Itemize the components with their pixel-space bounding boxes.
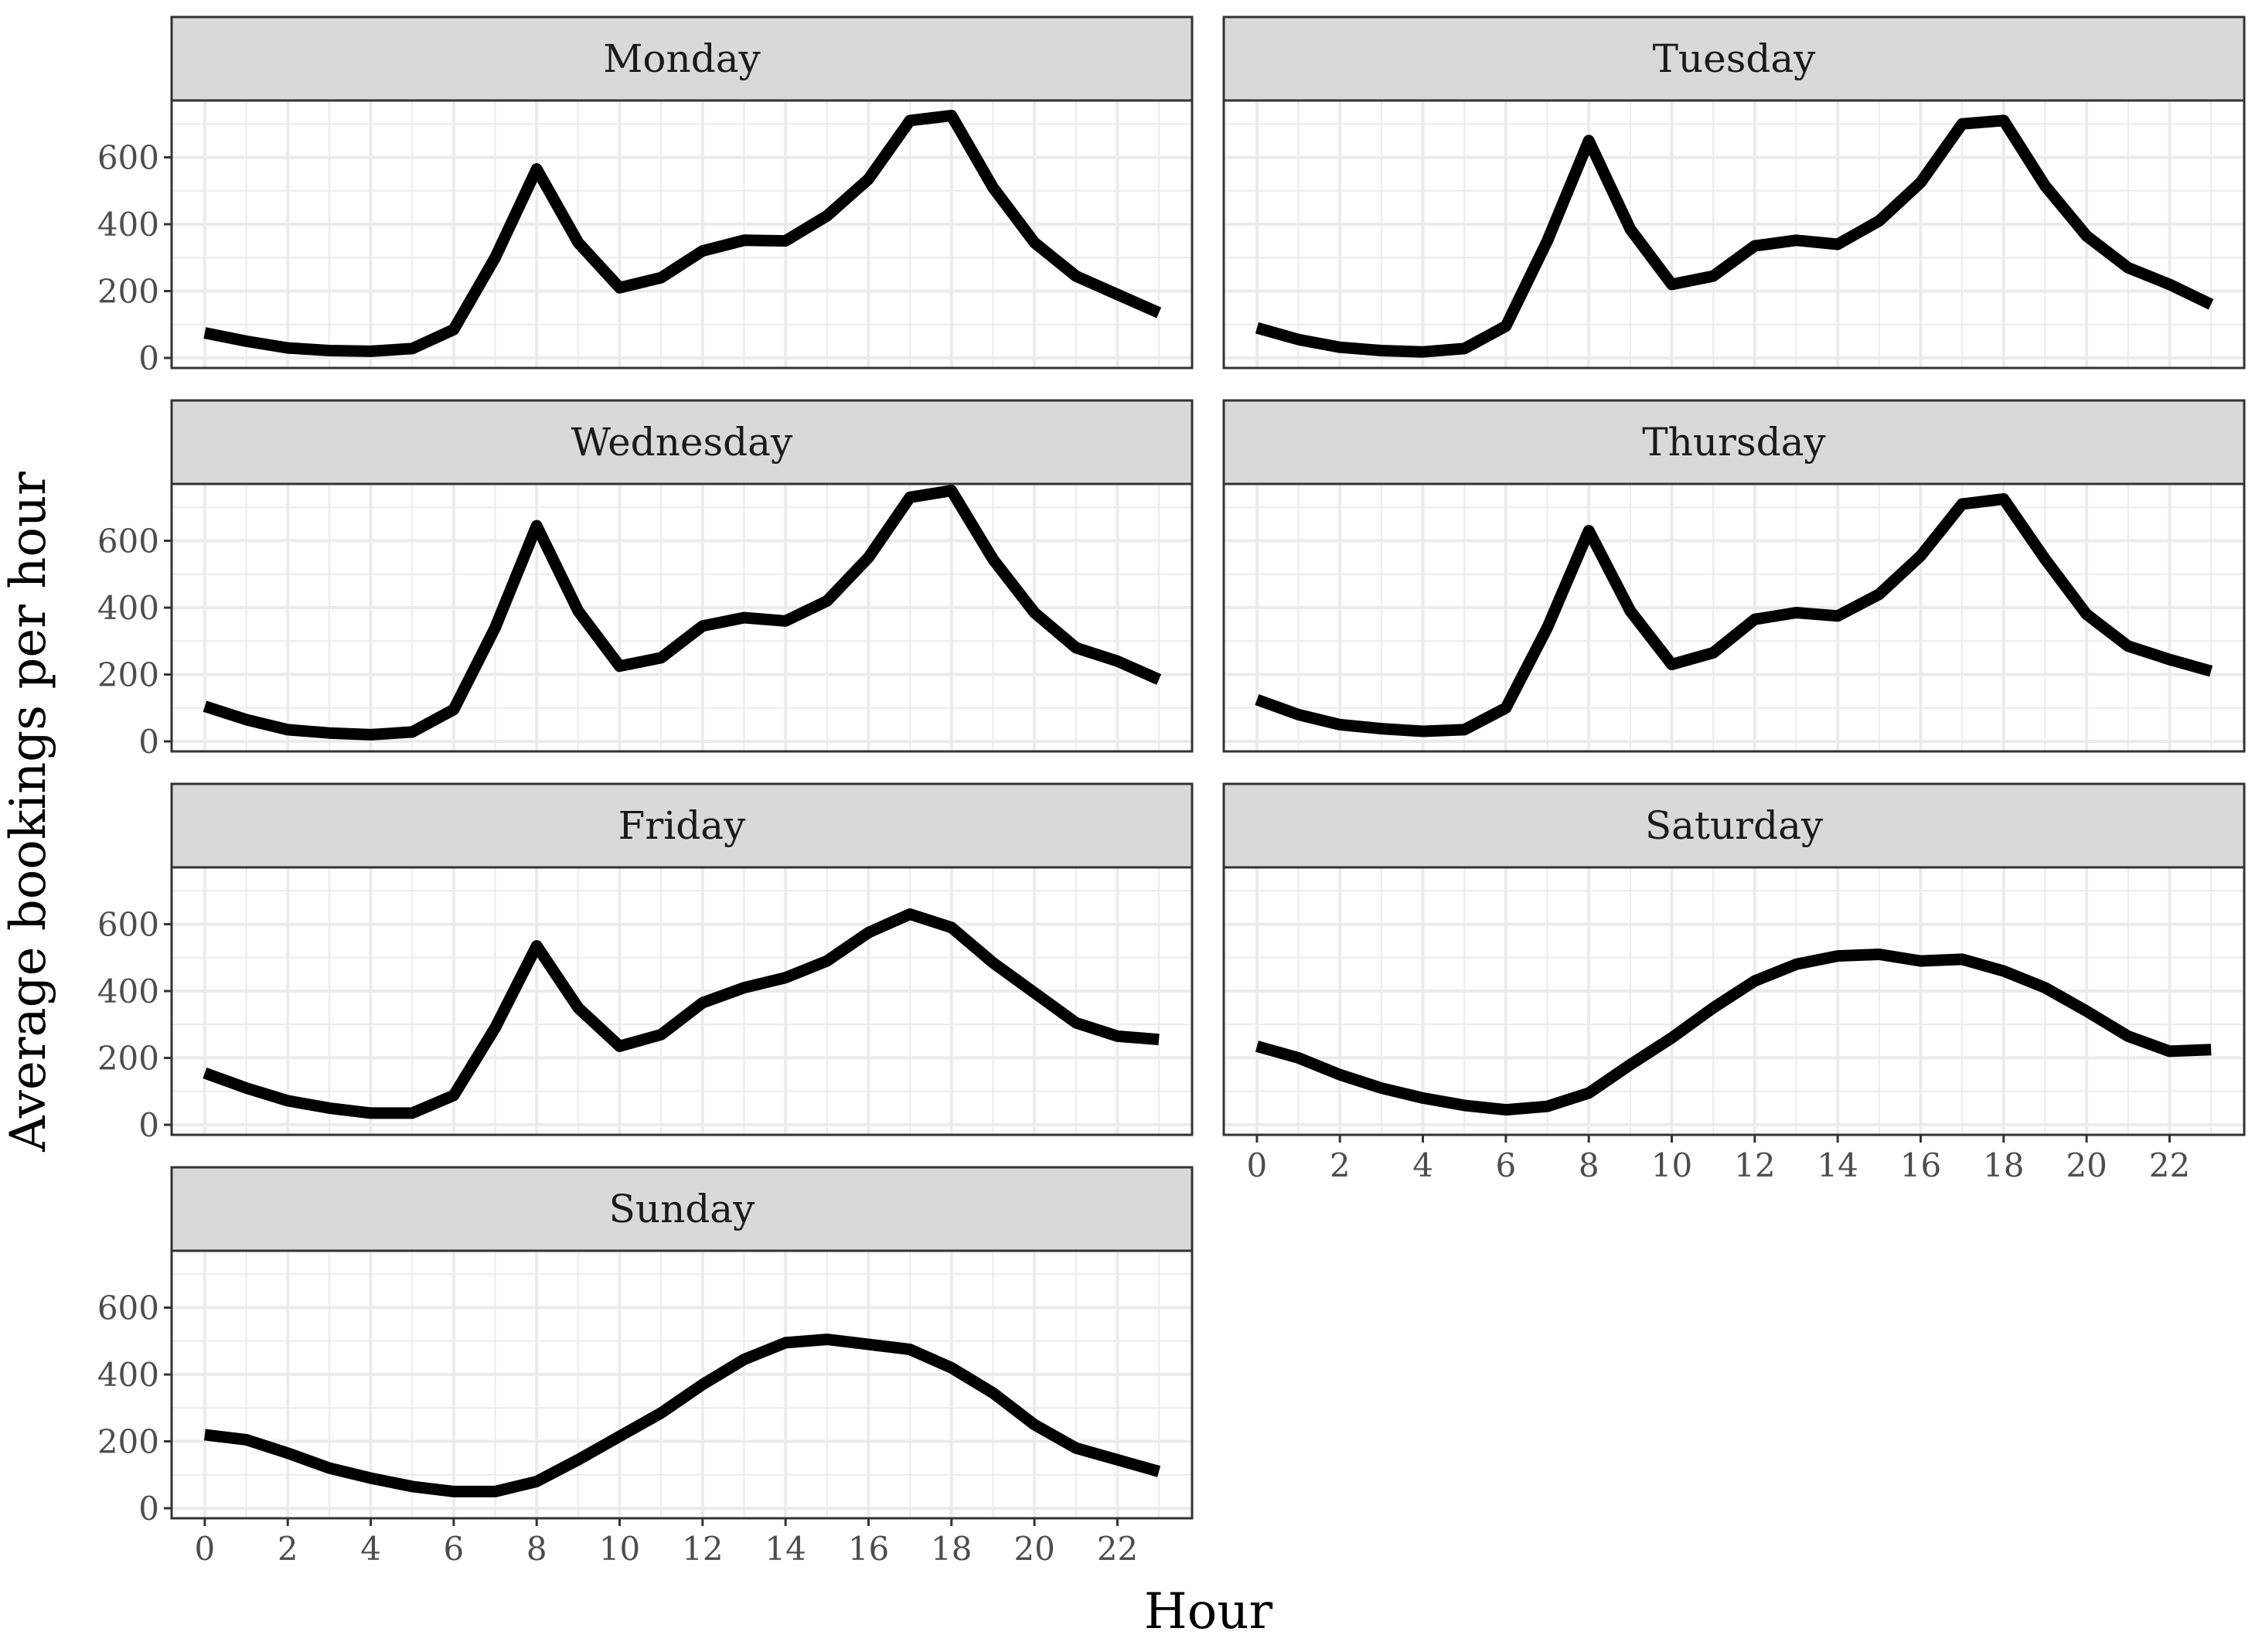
plot-background [172, 867, 1192, 1135]
x-tick-label: 20 [1013, 1530, 1054, 1568]
plot-background [172, 1251, 1192, 1518]
strip-background [170, 1166, 1194, 1252]
series-line-sunday [203, 1334, 1161, 1497]
strip-background [1222, 399, 2246, 485]
y-tick-label: 400 [97, 972, 159, 1010]
y-tick-label: 200 [97, 273, 159, 311]
x-tick-label: 18 [931, 1530, 972, 1568]
panel-border [170, 866, 1194, 1136]
y-tick-label: 0 [138, 339, 159, 377]
x-tick-label: 10 [599, 1530, 640, 1568]
y-axis-title: Average bookings per hour [0, 472, 57, 1153]
plot-background [1224, 100, 2244, 368]
x-tick-label: 0 [1247, 1146, 1268, 1184]
y-tick-label: 200 [97, 656, 159, 694]
panel-border [170, 482, 1194, 753]
x-tick-label: 6 [1496, 1146, 1517, 1184]
strip-background [170, 15, 1194, 102]
series-line-monday [203, 110, 1162, 357]
x-tick-label: 16 [848, 1530, 889, 1568]
strip-background [170, 399, 1194, 485]
x-tick-label: 8 [1579, 1146, 1599, 1184]
x-tick-label: 12 [1734, 1146, 1775, 1184]
x-tick-label: 16 [1900, 1146, 1941, 1184]
panel-title: Monday [603, 36, 761, 81]
y-tick-label: 400 [97, 206, 159, 244]
x-tick-label: 18 [1983, 1146, 2024, 1184]
series-line-tuesday [1255, 114, 2214, 358]
facet-panels: Monday0200400600TuesdayWednesday02004006… [97, 15, 2246, 1568]
panel-border [170, 1249, 1194, 1520]
x-tick-label: 6 [444, 1530, 465, 1568]
facet-panel-sunday: Sunday 0 200 400 600 0 2 4 6 8 10 12 14 16 18 20 22 [97, 1166, 1194, 1568]
panel-title: Friday [618, 803, 746, 848]
plot-background [172, 100, 1192, 368]
x-tick-label: 2 [278, 1530, 298, 1568]
series-line-wednesday [203, 485, 1162, 741]
x-tick-label: 14 [765, 1530, 806, 1568]
x-tick-label: 10 [1651, 1146, 1692, 1184]
y-tick-label: 600 [97, 523, 159, 560]
series-line-saturday [1255, 949, 2212, 1116]
y-tick-label: 400 [97, 589, 159, 627]
strip-background [170, 782, 1194, 869]
y-tick-label: 400 [97, 1356, 159, 1394]
y-tick-label: 200 [97, 1040, 159, 1078]
panel-title: Thursday [1642, 420, 1826, 465]
plot-background [172, 484, 1192, 751]
facet-panel-monday: Monday 0 200 400 600 [97, 15, 1194, 377]
x-axis-title: Hour [1144, 1583, 1273, 1640]
y-tick-label: 600 [97, 139, 159, 177]
panel-border [170, 99, 1194, 370]
y-tick-label: 0 [138, 723, 159, 761]
panel-title: Wednesday [571, 420, 793, 465]
x-tick-label: 8 [526, 1530, 547, 1568]
x-tick-label: 20 [2066, 1146, 2107, 1184]
x-tick-label: 22 [2149, 1146, 2190, 1184]
facet-panel-friday: Friday 0 200 400 600 [97, 782, 1194, 1144]
x-tick-label: 12 [682, 1530, 723, 1568]
panel-border [1222, 866, 2246, 1136]
x-tick-label: 2 [1330, 1146, 1351, 1184]
y-tick-label: 0 [138, 1106, 159, 1144]
panel-title: Saturday [1645, 803, 1824, 848]
y-tick-label: 600 [97, 1289, 159, 1327]
facet-panel-wednesday: Wednesday 0 200 400 600 [97, 399, 1194, 761]
panel-border [1222, 482, 2246, 753]
series-line-thursday [1255, 493, 2213, 737]
facet-panel-tuesday: Tuesday [1222, 15, 2246, 370]
facet-panel-thursday: Thursday [1222, 399, 2246, 753]
panel-title: Tuesday [1653, 36, 1817, 81]
y-tick-label: 0 [138, 1490, 159, 1528]
x-tick-label: 14 [1817, 1146, 1858, 1184]
y-tick-label: 200 [97, 1423, 159, 1461]
facet-panel-saturday: Saturday 0 2 4 6 8 10 12 14 16 18 20 22 [1222, 782, 2246, 1184]
x-tick-label: 0 [195, 1530, 216, 1568]
x-tick-label: 4 [360, 1530, 381, 1568]
x-tick-label: 22 [1097, 1530, 1138, 1568]
strip-background [1222, 782, 2246, 869]
y-tick-label: 600 [97, 906, 159, 944]
panel-title: Sunday [609, 1187, 755, 1231]
series-line-friday [203, 908, 1160, 1119]
x-tick-label: 4 [1412, 1146, 1433, 1184]
panel-border [1222, 99, 2246, 370]
plot-background [1224, 484, 2244, 751]
